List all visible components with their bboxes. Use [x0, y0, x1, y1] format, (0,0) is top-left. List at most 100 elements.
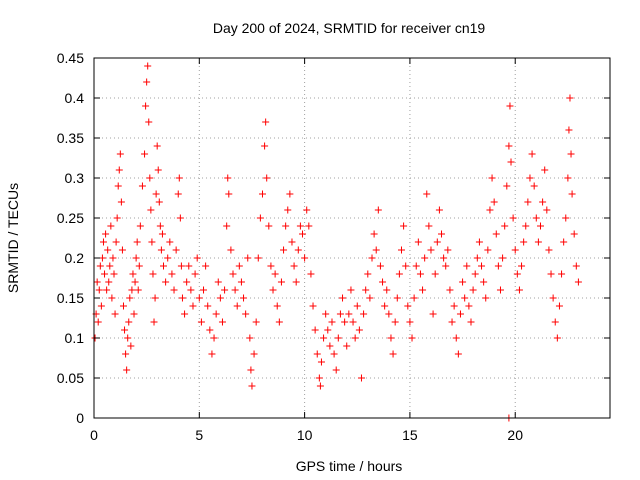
data-point: [162, 278, 170, 286]
data-point: [414, 238, 422, 246]
data-point: [248, 382, 256, 390]
data-point: [175, 174, 183, 182]
data-point: [507, 158, 515, 166]
data-point: [391, 318, 399, 326]
data-point: [509, 214, 517, 222]
data-point: [541, 166, 549, 174]
data-point: [106, 262, 114, 270]
data-point: [374, 206, 382, 214]
data-point: [296, 222, 304, 230]
data-point: [265, 222, 273, 230]
data-point: [341, 318, 349, 326]
data-point: [112, 238, 120, 246]
y-tick-label: 0.2: [65, 250, 85, 266]
data-point: [155, 198, 163, 206]
data-point: [539, 198, 547, 206]
data-point: [419, 286, 427, 294]
data-point: [218, 318, 226, 326]
data-point: [124, 334, 132, 342]
data-point: [518, 262, 526, 270]
data-point: [172, 246, 180, 254]
data-point: [96, 262, 104, 270]
data-point: [94, 318, 102, 326]
data-point: [574, 278, 582, 286]
data-point: [108, 294, 116, 302]
x-axis-label: GPS time / hours: [296, 458, 403, 474]
data-point: [486, 206, 494, 214]
data-point: [168, 270, 176, 278]
data-point: [147, 206, 155, 214]
data-point: [505, 142, 513, 150]
data-point: [191, 270, 199, 278]
data-point: [313, 350, 321, 358]
data-point: [530, 182, 538, 190]
data-point: [178, 294, 186, 302]
data-point: [376, 262, 384, 270]
data-point: [138, 182, 146, 190]
data-point: [362, 286, 370, 294]
data-point: [170, 286, 178, 294]
data-point: [99, 238, 107, 246]
data-point: [469, 286, 477, 294]
data-point: [97, 302, 105, 310]
data-point: [431, 270, 439, 278]
data-point: [95, 286, 103, 294]
data-point: [553, 334, 561, 342]
data-point: [292, 278, 300, 286]
data-point: [118, 246, 126, 254]
data-point: [438, 230, 446, 238]
data-point: [123, 366, 131, 374]
data-point: [269, 286, 277, 294]
data-point: [490, 198, 498, 206]
data-point: [142, 102, 150, 110]
data-point: [351, 334, 359, 342]
data-point: [187, 286, 195, 294]
data-point: [562, 214, 570, 222]
data-point: [503, 182, 511, 190]
data-point: [315, 374, 323, 382]
data-point: [111, 310, 119, 318]
data-point: [242, 310, 250, 318]
data-point: [427, 246, 435, 254]
data-point: [154, 166, 162, 174]
data-point: [368, 254, 376, 262]
data-point: [101, 270, 109, 278]
data-point: [345, 310, 353, 318]
data-point: [395, 270, 403, 278]
data-point: [282, 222, 290, 230]
x-tick-label: 20: [507, 427, 523, 443]
data-point: [145, 118, 153, 126]
data-point: [524, 198, 532, 206]
data-point: [389, 350, 397, 358]
data-point: [565, 126, 573, 134]
data-point: [109, 254, 117, 262]
data-point: [322, 310, 330, 318]
data-point: [406, 318, 414, 326]
x-tick-label: 5: [195, 427, 203, 443]
data-point: [105, 278, 113, 286]
data-point: [326, 342, 334, 350]
data-point: [225, 190, 233, 198]
data-point: [252, 318, 260, 326]
data-point: [208, 350, 216, 358]
data-point: [410, 294, 418, 302]
data-point: [164, 254, 172, 262]
y-tick-label: 0.1: [65, 330, 85, 346]
data-point: [143, 78, 151, 86]
data-point: [433, 238, 441, 246]
data-point: [148, 238, 156, 246]
chart-title: Day 200 of 2024, SRMTID for receiver cn1…: [213, 20, 486, 36]
data-point: [381, 302, 389, 310]
data-point: [113, 214, 121, 222]
data-point: [425, 222, 433, 230]
data-point: [261, 142, 269, 150]
data-point: [247, 366, 255, 374]
data-point: [214, 278, 222, 286]
data-point: [349, 318, 357, 326]
data-point: [520, 238, 528, 246]
data-point: [370, 230, 378, 238]
y-tick-label: 0.45: [57, 50, 84, 66]
data-point: [229, 270, 237, 278]
data-point: [397, 246, 405, 254]
data-point: [305, 222, 313, 230]
